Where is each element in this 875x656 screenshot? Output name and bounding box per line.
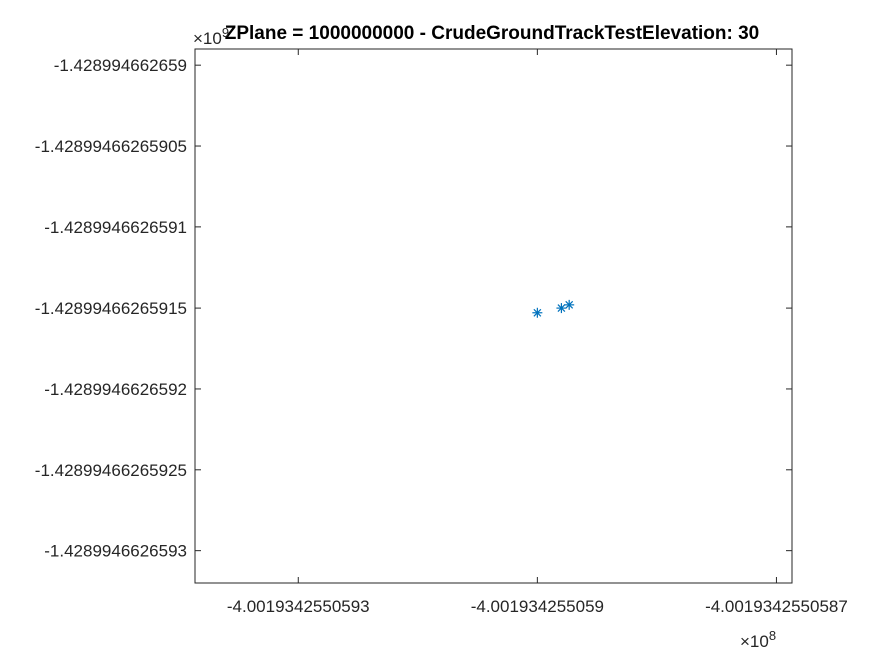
x-tick-label: -4.001934255059 (471, 597, 604, 616)
x-exp-power: 8 (769, 628, 776, 643)
data-point-asterisk (532, 307, 543, 318)
data-point-asterisk (564, 299, 575, 310)
y-tick-label: -1.4289946626592 (44, 380, 187, 399)
chart-title: ZPlane = 1000000000 - CrudeGroundTrackTe… (225, 23, 760, 44)
svg-text:×109: ×109 (193, 25, 229, 48)
y-axis-exponent: ×109 (193, 25, 229, 48)
y-tick-label: -1.42899466265905 (35, 137, 187, 156)
plot-area (194, 48, 793, 584)
y-exp-base: ×10 (193, 29, 222, 48)
x-axis-exponent: ×108 (740, 628, 776, 651)
y-tick-label: -1.42899466265915 (35, 299, 187, 318)
x-tick-label: -4.0019342550587 (705, 597, 848, 616)
y-tick-label: -1.42899466265925 (35, 461, 187, 480)
data-point-asterisk (556, 303, 567, 314)
y-exp-power: 9 (222, 25, 229, 40)
y-tick-label: -1.4289946626593 (44, 542, 187, 561)
x-tick-label: -4.0019342550593 (227, 597, 370, 616)
svg-text:×108: ×108 (740, 628, 776, 651)
y-tick-label: -1.4289946626591 (44, 218, 187, 237)
y-tick-label: -1.428994662659 (54, 56, 187, 75)
x-exp-base: ×10 (740, 632, 769, 651)
